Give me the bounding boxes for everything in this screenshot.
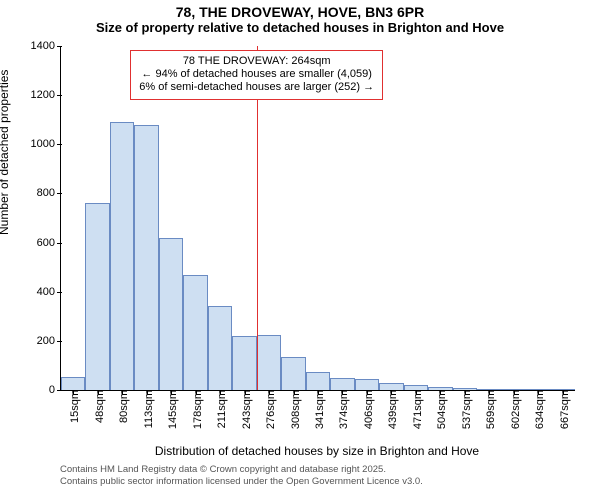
y-tick-label: 600 <box>37 237 61 249</box>
x-tick-label: 406sqm <box>359 390 375 429</box>
histogram-bar <box>257 335 281 390</box>
histogram-bar <box>281 357 305 390</box>
y-axis-label: Number of detached properties <box>0 215 11 235</box>
annotation-line: 6% of semi-detached houses are larger (2… <box>139 81 374 94</box>
x-tick-label: 145sqm <box>163 390 179 429</box>
chart-subtitle: Size of property relative to detached ho… <box>0 20 600 35</box>
x-tick-label: 667sqm <box>555 390 571 429</box>
y-tick-label: 0 <box>49 384 61 396</box>
x-tick-label: 569sqm <box>481 390 497 429</box>
y-tick-label: 1400 <box>31 40 61 52</box>
histogram-bar <box>159 238 183 390</box>
y-tick-label: 1000 <box>31 138 61 150</box>
x-tick-label: 374sqm <box>334 390 350 429</box>
chart-title: 78, THE DROVEWAY, HOVE, BN3 6PR <box>0 0 600 20</box>
x-tick-label: 602sqm <box>506 390 522 429</box>
x-tick-label: 504sqm <box>432 390 448 429</box>
x-tick-label: 48sqm <box>90 390 106 423</box>
annotation-line: 78 THE DROVEWAY: 264sqm <box>139 55 374 68</box>
histogram-bar <box>330 378 354 390</box>
histogram-bar <box>183 275 207 390</box>
x-tick-label: 308sqm <box>286 390 302 429</box>
y-tick-label: 1200 <box>31 89 61 101</box>
x-tick-label: 178sqm <box>188 390 204 429</box>
chart-plot-area: 020040060080010001200140015sqm48sqm80sqm… <box>60 46 575 391</box>
histogram-bar <box>110 122 134 390</box>
x-tick-label: 634sqm <box>530 390 546 429</box>
x-tick-label: 537sqm <box>457 390 473 429</box>
x-tick-label: 341sqm <box>310 390 326 429</box>
histogram-bar <box>355 379 379 390</box>
x-tick-label: 211sqm <box>212 390 228 428</box>
attribution-line: Contains public sector information licen… <box>60 476 423 488</box>
x-tick-label: 113sqm <box>139 390 155 428</box>
y-tick-label: 400 <box>37 286 61 298</box>
y-tick-label: 800 <box>37 187 61 199</box>
attribution-text: Contains HM Land Registry data © Crown c… <box>60 464 423 488</box>
annotation-box: 78 THE DROVEWAY: 264sqm← 94% of detached… <box>130 50 383 100</box>
x-tick-label: 243sqm <box>237 390 253 429</box>
x-tick-label: 15sqm <box>65 390 81 423</box>
x-tick-label: 439sqm <box>383 390 399 429</box>
x-tick-label: 80sqm <box>114 390 130 423</box>
histogram-bar <box>61 377 85 391</box>
x-tick-label: 276sqm <box>261 390 277 429</box>
histogram-bar <box>232 336 256 390</box>
histogram-bar <box>134 125 158 390</box>
histogram-bar <box>306 372 330 390</box>
attribution-line: Contains HM Land Registry data © Crown c… <box>60 464 423 476</box>
annotation-line: ← 94% of detached houses are smaller (4,… <box>139 68 374 81</box>
x-axis-label: Distribution of detached houses by size … <box>60 444 574 458</box>
y-tick-label: 200 <box>37 335 61 347</box>
histogram-bar <box>379 383 403 390</box>
x-tick-label: 471sqm <box>408 390 424 429</box>
histogram-bar <box>85 203 109 390</box>
histogram-bar <box>208 306 232 390</box>
